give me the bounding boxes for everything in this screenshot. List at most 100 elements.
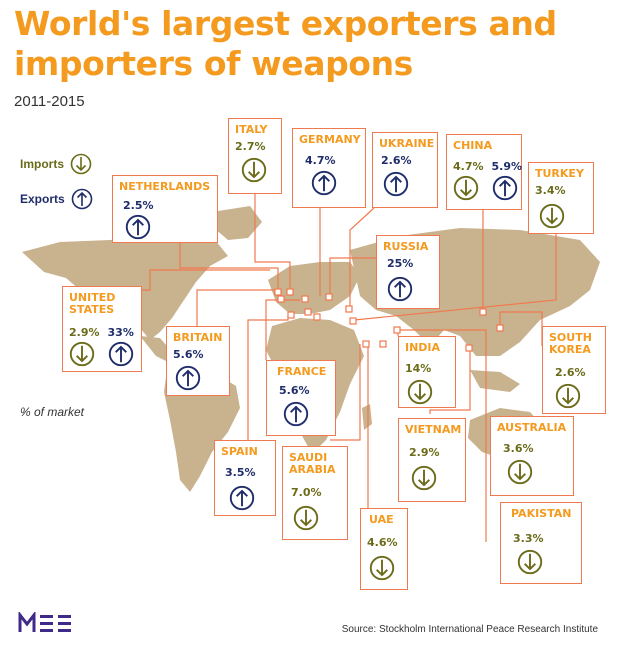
country-name: UKRAINE xyxy=(379,137,435,150)
import-arrow-icon xyxy=(411,465,437,491)
connector-saudi xyxy=(330,344,361,441)
marker-france xyxy=(287,311,295,319)
country-name-line-1: UNITED xyxy=(69,291,116,304)
connector-pakistan xyxy=(398,329,487,542)
country-name: INDIA xyxy=(405,341,441,354)
country-value: 3.3% xyxy=(513,532,544,545)
country-name-line-2: KOREA xyxy=(549,343,591,356)
country-box-india: INDIA 14% xyxy=(398,336,456,408)
country-value: 2.6% xyxy=(555,366,586,379)
subtitle: 2011-2015 xyxy=(14,93,85,110)
country-name: GERMANY xyxy=(299,133,361,146)
export-arrow-icon xyxy=(387,276,413,302)
country-box-ukraine: UKRAINE 2.6% xyxy=(372,132,438,208)
marker-netherlands xyxy=(274,288,282,296)
country-import-value: 2.9% xyxy=(69,326,100,339)
import-arrow-icon xyxy=(241,157,267,183)
export-arrow-icon xyxy=(175,365,201,391)
country-box-france: FRANCE 5.6% xyxy=(266,360,336,436)
country-export-value: 33% xyxy=(107,326,134,339)
country-value: 3.6% xyxy=(503,442,534,455)
country-box-pakistan: PAKISTAN 3.3% xyxy=(500,502,582,584)
country-value: 7.0% xyxy=(291,486,322,499)
legend-imports-label: Imports xyxy=(20,157,65,171)
marker-us xyxy=(304,308,312,316)
connector-ukraine xyxy=(349,207,375,310)
country-box-italy: ITALY 2.7% xyxy=(228,118,282,194)
export-arrow-icon xyxy=(125,214,151,240)
title-line-2: importers of weapons xyxy=(14,44,413,83)
connector-turkey xyxy=(353,234,557,321)
country-name: AUSTRALIA xyxy=(497,421,567,434)
madagascar-shape xyxy=(362,404,372,430)
country-box-saudi-arabia: SAUDI ARABIA 7.0% xyxy=(282,446,348,540)
export-arrow-icon xyxy=(311,170,337,196)
legend-imports: Imports xyxy=(20,153,92,175)
country-value: 5.6% xyxy=(279,384,310,397)
country-value: 25% xyxy=(387,257,414,270)
export-arrow-icon xyxy=(229,485,255,511)
europe-shape xyxy=(268,262,360,314)
export-arrow-icon xyxy=(283,401,309,427)
country-box-germany: GERMANY 4.7% xyxy=(292,128,366,208)
market-note: % of market xyxy=(20,405,85,419)
country-box-britain: BRITAIN 5.6% xyxy=(166,326,230,396)
central-america-shape xyxy=(140,336,172,362)
country-name: PAKISTAN xyxy=(511,507,572,520)
import-arrow-icon xyxy=(517,549,543,575)
country-value: 3.4% xyxy=(535,184,566,197)
country-export-value: 5.9% xyxy=(491,160,523,173)
marker-india xyxy=(465,344,473,352)
source-credit: Source: Stockholm International Peace Re… xyxy=(341,624,598,635)
country-box-china: CHINA 4.7% 5.9% xyxy=(446,134,522,210)
greenland-shape xyxy=(212,206,262,240)
country-name-line-2: STATES xyxy=(69,303,115,316)
connector-italy xyxy=(254,194,291,290)
country-box-netherlands: NETHERLANDS 2.5% xyxy=(112,175,218,243)
export-arrow-icon xyxy=(108,341,133,367)
country-name: RUSSIA xyxy=(383,240,429,253)
country-box-south-korea: SOUTH KOREA 2.6% xyxy=(542,326,606,414)
country-box-australia: AUSTRALIA 3.6% xyxy=(490,416,574,496)
connector-russia xyxy=(329,257,376,296)
country-value: 2.5% xyxy=(123,199,154,212)
import-arrow-icon xyxy=(407,379,433,405)
marker-uae xyxy=(379,340,387,348)
country-name: VIETNAM xyxy=(405,423,462,436)
connector-lines xyxy=(120,194,557,542)
country-name: TURKEY xyxy=(535,167,584,180)
marker-germany xyxy=(301,295,309,303)
country-name: FRANCE xyxy=(277,365,327,378)
country-name: ITALY xyxy=(235,123,268,136)
export-arrow-icon xyxy=(71,188,92,210)
country-value: 4.6% xyxy=(367,536,398,549)
marker-ukraine xyxy=(345,305,353,313)
country-name: SPAIN xyxy=(221,445,258,458)
country-value: 14% xyxy=(405,362,432,375)
marker-saudi xyxy=(362,340,370,348)
export-arrow-icon xyxy=(383,171,409,197)
country-box-vietnam: VIETNAM 2.9% xyxy=(398,418,466,502)
country-name-line-2: ARABIA xyxy=(289,463,336,476)
legend-exports-label: Exports xyxy=(20,192,65,206)
marker-china xyxy=(479,308,487,316)
us-exports: 33% xyxy=(108,326,134,367)
export-arrow-icon xyxy=(492,175,517,201)
china-exports: 5.9% xyxy=(491,160,523,201)
country-value: 4.7% xyxy=(305,154,336,167)
us-imports: 2.9% xyxy=(69,326,100,367)
country-name-line-1: SAUDI xyxy=(289,451,328,464)
connector-france xyxy=(265,299,300,360)
se-asia-shape xyxy=(470,370,520,392)
country-name: CHINA xyxy=(453,139,493,152)
connector-britain xyxy=(196,289,280,326)
marker-south-korea xyxy=(496,324,504,332)
country-value: 2.7% xyxy=(235,140,266,153)
marker-britain xyxy=(277,295,285,303)
import-arrow-icon xyxy=(369,555,395,581)
country-name: UAE xyxy=(369,513,394,526)
marker-spain xyxy=(313,313,321,321)
page-title: World's largest exporters and importers … xyxy=(14,4,557,84)
country-name: NETHERLANDS xyxy=(119,180,211,193)
china-imports: 4.7% xyxy=(453,160,484,201)
